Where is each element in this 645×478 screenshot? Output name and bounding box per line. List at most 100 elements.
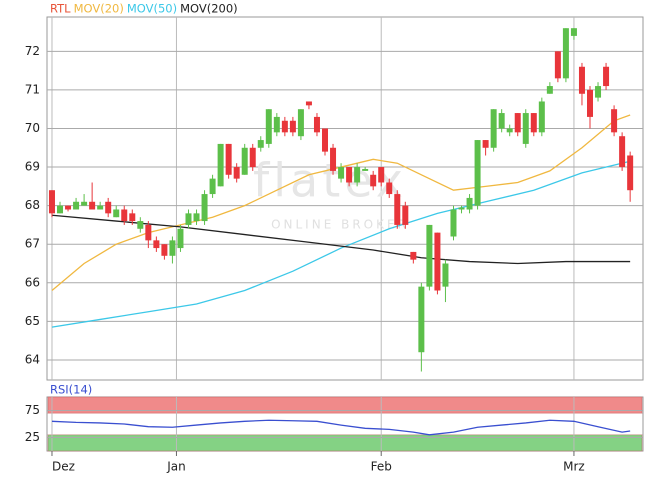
candle-body xyxy=(137,221,144,229)
candle-body xyxy=(153,240,160,249)
candle-body xyxy=(514,113,521,133)
y-tick-label: 72 xyxy=(25,44,40,58)
y-tick-label: 70 xyxy=(25,121,40,135)
watermark: ONLINE BROKER xyxy=(271,218,409,232)
candle-body xyxy=(330,147,337,171)
candle-body xyxy=(338,167,345,179)
candle-body xyxy=(129,213,136,222)
candle-body xyxy=(113,209,120,218)
candle-body xyxy=(225,143,232,175)
candle-body xyxy=(89,201,96,210)
candle-body xyxy=(305,101,312,106)
candle-body xyxy=(378,167,385,183)
x-tick-label: Jan xyxy=(166,460,186,474)
candle-body xyxy=(161,244,168,256)
candle-body xyxy=(57,205,64,214)
candle-body xyxy=(177,228,184,249)
candle-body xyxy=(257,140,264,148)
candle-body xyxy=(554,51,561,79)
candle-body xyxy=(265,109,272,144)
candle-body xyxy=(233,167,240,179)
candle-body xyxy=(418,286,425,353)
candle-body xyxy=(587,89,594,117)
rsi-band xyxy=(47,434,643,452)
y-tick-label: 64 xyxy=(25,352,40,366)
candle-body xyxy=(482,140,489,148)
candle-body xyxy=(217,143,224,187)
y-tick-label: 65 xyxy=(25,314,40,328)
candle-body xyxy=(442,263,449,287)
candle-body xyxy=(370,174,377,187)
candle-body xyxy=(354,167,361,183)
candle-body xyxy=(281,120,288,133)
candle-body xyxy=(506,128,513,133)
candle-body xyxy=(498,113,505,129)
candle-body xyxy=(538,101,545,133)
candle-body xyxy=(145,224,152,241)
rsi-band xyxy=(47,396,643,414)
candle-body xyxy=(65,205,72,210)
series-line xyxy=(51,160,631,328)
candle-body xyxy=(209,178,216,195)
candle-body xyxy=(169,240,176,256)
y-tick-label: 75 xyxy=(25,403,40,417)
candle-body xyxy=(241,147,248,175)
candle-body xyxy=(201,194,208,222)
candle-body xyxy=(570,28,577,36)
y-tick-label: 68 xyxy=(25,198,40,212)
x-tick-label: Feb xyxy=(371,460,392,474)
candle-body xyxy=(394,194,401,225)
candle-body xyxy=(346,167,353,183)
candle-body xyxy=(289,120,296,133)
candle-body xyxy=(322,128,329,152)
watermark: flatex xyxy=(253,154,407,208)
candle-body xyxy=(193,213,200,222)
candle-body xyxy=(466,197,473,210)
candle-body xyxy=(546,86,553,94)
y-tick-label: 67 xyxy=(25,237,40,251)
legend-entry: RTL xyxy=(50,2,71,16)
candle-body xyxy=(386,182,393,195)
x-tick-label: Mrz xyxy=(563,460,585,474)
candle-body xyxy=(105,201,112,214)
candle-body xyxy=(458,207,465,210)
candle-body xyxy=(434,232,441,291)
candle-body xyxy=(121,209,128,222)
series-line xyxy=(51,419,631,436)
candle-body xyxy=(562,28,569,79)
candle-body xyxy=(603,66,610,87)
series-line xyxy=(51,214,631,265)
candle-body xyxy=(578,66,585,94)
y-tick-label: 69 xyxy=(25,160,40,174)
y-tick-label: 25 xyxy=(25,430,40,444)
y-tick-label: 66 xyxy=(25,275,40,289)
candle-body xyxy=(627,155,634,191)
candle-body xyxy=(402,205,409,225)
plot-area xyxy=(46,16,644,381)
candle-body xyxy=(410,251,417,260)
candle-body xyxy=(48,190,55,214)
y-tick-label: 71 xyxy=(25,82,40,96)
legend-entry: MOV(20) xyxy=(74,2,124,16)
legend-entry: MOV(200) xyxy=(180,2,238,16)
candle-body xyxy=(474,140,481,206)
candle-body xyxy=(297,109,304,137)
candle-body xyxy=(490,109,497,148)
candle-body xyxy=(522,113,529,144)
candle-body xyxy=(611,109,618,133)
candle-body xyxy=(313,116,320,133)
candle-body xyxy=(249,147,256,168)
candle-body xyxy=(619,136,626,168)
panel-title: RSI(14) xyxy=(50,383,92,397)
x-tick-label: Dez xyxy=(52,460,75,474)
candle-body xyxy=(595,86,602,98)
candle-body xyxy=(362,168,369,171)
candle-body xyxy=(185,213,192,225)
candle-body xyxy=(273,116,280,133)
candle-body xyxy=(97,205,104,210)
candle-body xyxy=(450,209,457,237)
legend-entry: MOV(50) xyxy=(127,2,177,16)
candle-body xyxy=(81,201,88,206)
candle-body xyxy=(530,113,537,133)
